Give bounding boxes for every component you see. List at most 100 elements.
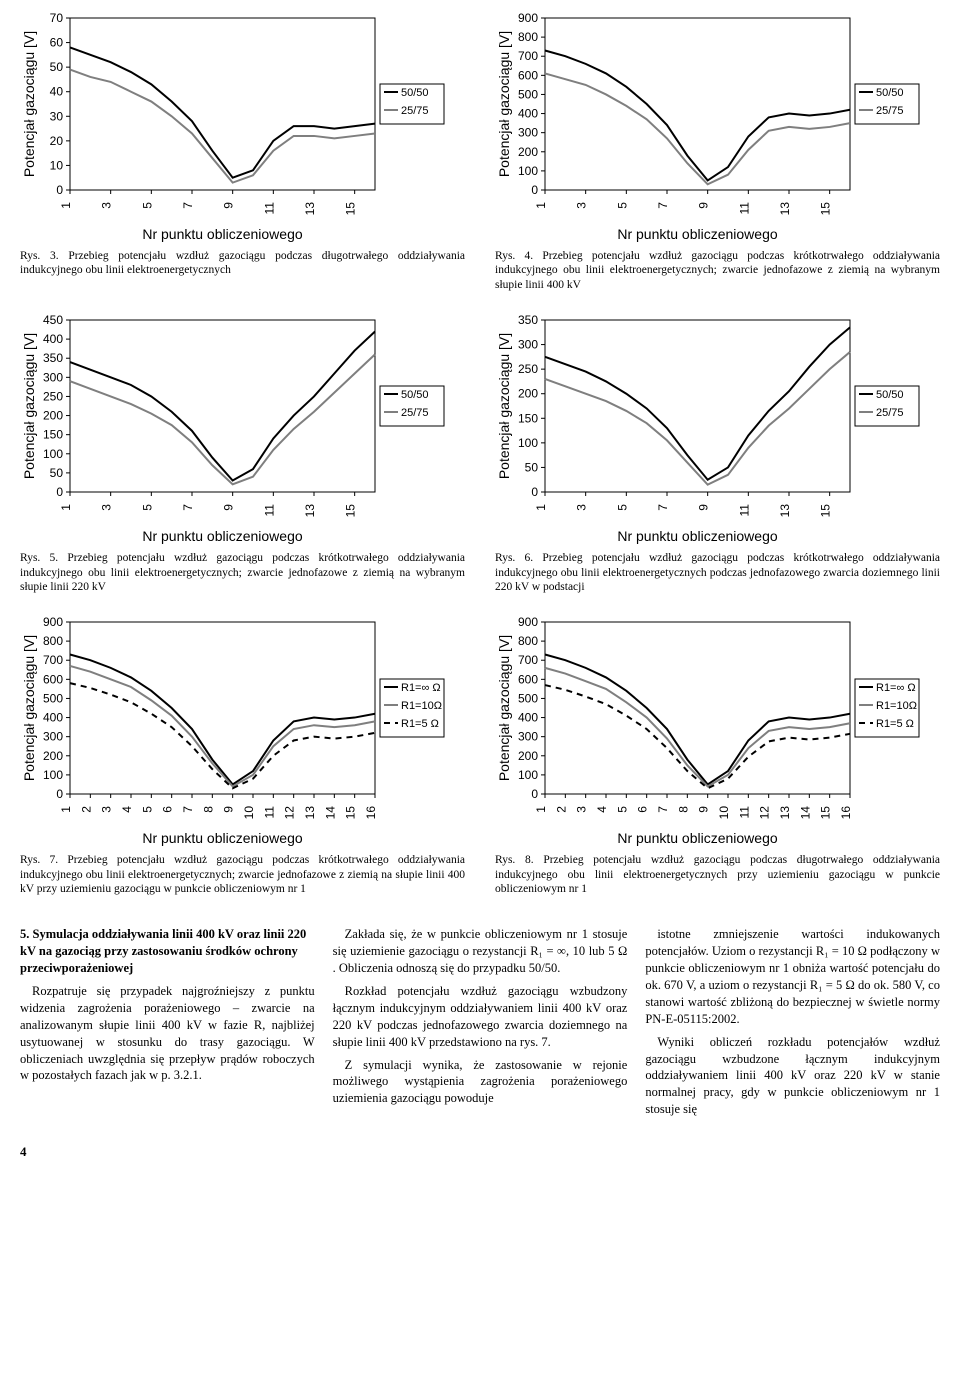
svg-text:14: 14 bbox=[323, 806, 337, 820]
svg-text:6: 6 bbox=[636, 806, 650, 813]
svg-text:11: 11 bbox=[262, 202, 276, 215]
chart-3-caption: Rys. 3. Przebieg potencjału wzdłuż gazoc… bbox=[20, 249, 465, 278]
svg-text:300: 300 bbox=[518, 126, 538, 140]
svg-text:0: 0 bbox=[56, 485, 63, 499]
svg-text:11: 11 bbox=[262, 806, 276, 819]
svg-text:250: 250 bbox=[43, 390, 63, 404]
svg-text:0: 0 bbox=[56, 787, 63, 801]
svg-text:200: 200 bbox=[518, 145, 538, 159]
svg-text:5: 5 bbox=[615, 806, 629, 813]
svg-text:30: 30 bbox=[50, 109, 64, 123]
svg-text:600: 600 bbox=[518, 68, 538, 82]
svg-text:200: 200 bbox=[518, 387, 538, 401]
svg-text:16: 16 bbox=[839, 806, 853, 820]
svg-text:50: 50 bbox=[525, 461, 539, 475]
svg-text:800: 800 bbox=[43, 634, 63, 648]
body-paragraph: Rozpatruje się przypadek najgroźniejszy … bbox=[20, 983, 315, 1084]
svg-text:8: 8 bbox=[201, 806, 215, 813]
svg-text:600: 600 bbox=[43, 673, 63, 687]
svg-text:Potencjał gazociągu [V]: Potencjał gazociągu [V] bbox=[21, 31, 37, 177]
svg-text:600: 600 bbox=[518, 673, 538, 687]
svg-text:11: 11 bbox=[737, 202, 751, 215]
svg-text:0: 0 bbox=[531, 183, 538, 197]
svg-text:13: 13 bbox=[303, 806, 317, 820]
chart-8-block: 0100200300400500600700800900123456789101… bbox=[495, 614, 940, 896]
svg-text:5: 5 bbox=[140, 504, 154, 511]
svg-text:11: 11 bbox=[737, 504, 751, 517]
svg-text:500: 500 bbox=[43, 692, 63, 706]
chart-3: 01020304050607013579111315Nr punktu obli… bbox=[20, 10, 465, 245]
svg-text:100: 100 bbox=[518, 768, 538, 782]
svg-text:9: 9 bbox=[697, 806, 711, 813]
chart-6: 05010015020025030035013579111315Nr punkt… bbox=[495, 312, 940, 547]
svg-text:0: 0 bbox=[56, 183, 63, 197]
svg-text:4: 4 bbox=[120, 806, 134, 813]
svg-text:Nr punktu obliczeniowego: Nr punktu obliczeniowego bbox=[617, 528, 778, 544]
page-number: 4 bbox=[20, 1144, 940, 1160]
svg-text:60: 60 bbox=[50, 36, 64, 50]
svg-text:9: 9 bbox=[222, 202, 236, 209]
svg-text:Potencjał gazociągu [V]: Potencjał gazociągu [V] bbox=[496, 635, 512, 781]
svg-text:25/75: 25/75 bbox=[401, 105, 429, 117]
svg-text:R1=10Ω: R1=10Ω bbox=[401, 700, 442, 712]
svg-text:9: 9 bbox=[697, 504, 711, 511]
chart-8: 0100200300400500600700800900123456789101… bbox=[495, 614, 940, 849]
svg-text:50/50: 50/50 bbox=[876, 389, 904, 401]
svg-text:50/50: 50/50 bbox=[876, 87, 904, 99]
svg-text:400: 400 bbox=[518, 711, 538, 725]
svg-text:300: 300 bbox=[518, 338, 538, 352]
chart-6-block: 05010015020025030035013579111315Nr punkt… bbox=[495, 312, 940, 594]
svg-text:13: 13 bbox=[303, 504, 317, 518]
svg-text:12: 12 bbox=[758, 806, 772, 820]
svg-text:9: 9 bbox=[222, 504, 236, 511]
svg-text:R1=5 Ω: R1=5 Ω bbox=[876, 718, 914, 730]
chart-4-block: 010020030040050060070080090013579111315N… bbox=[495, 10, 940, 292]
body-paragraph: Zakłada się, że w punkcie obliczeniowym … bbox=[333, 926, 628, 977]
svg-text:1: 1 bbox=[534, 202, 548, 209]
chart-7-caption: Rys. 7. Przebieg potencjału wzdłuż gazoc… bbox=[20, 853, 465, 896]
svg-text:40: 40 bbox=[50, 85, 64, 99]
svg-text:13: 13 bbox=[778, 202, 792, 216]
svg-text:5: 5 bbox=[140, 806, 154, 813]
svg-text:6: 6 bbox=[161, 806, 175, 813]
svg-text:15: 15 bbox=[344, 806, 358, 820]
svg-text:150: 150 bbox=[518, 411, 538, 425]
svg-text:15: 15 bbox=[344, 504, 358, 518]
svg-text:20: 20 bbox=[50, 134, 64, 148]
svg-text:100: 100 bbox=[43, 768, 63, 782]
svg-text:5: 5 bbox=[615, 504, 629, 511]
svg-text:2: 2 bbox=[554, 806, 568, 813]
svg-text:Potencjał gazociągu [V]: Potencjał gazociągu [V] bbox=[496, 333, 512, 479]
svg-text:400: 400 bbox=[518, 107, 538, 121]
svg-text:100: 100 bbox=[518, 164, 538, 178]
svg-text:1: 1 bbox=[534, 504, 548, 511]
svg-text:700: 700 bbox=[518, 49, 538, 63]
body-col-3: istotne zmniejszenie wartości indukowany… bbox=[645, 926, 940, 1124]
chart-8-caption: Rys. 8. Przebieg potencjału wzdłuż gazoc… bbox=[495, 853, 940, 896]
body-paragraph: Wyniki obliczeń rozkładu potencjałów wzd… bbox=[645, 1034, 940, 1118]
svg-text:10: 10 bbox=[242, 806, 256, 820]
svg-text:250: 250 bbox=[518, 362, 538, 376]
svg-text:25/75: 25/75 bbox=[401, 407, 429, 419]
svg-text:300: 300 bbox=[43, 370, 63, 384]
svg-text:Potencjał gazociągu [V]: Potencjał gazociągu [V] bbox=[496, 31, 512, 177]
svg-text:300: 300 bbox=[518, 730, 538, 744]
svg-text:R1=∞ Ω: R1=∞ Ω bbox=[401, 682, 441, 694]
chart-3-block: 01020304050607013579111315Nr punktu obli… bbox=[20, 10, 465, 292]
svg-text:R1=5 Ω: R1=5 Ω bbox=[401, 718, 439, 730]
svg-text:500: 500 bbox=[518, 87, 538, 101]
svg-text:0: 0 bbox=[531, 485, 538, 499]
svg-text:15: 15 bbox=[819, 504, 833, 518]
chart-5-caption: Rys. 5. Przebieg potencjału wzdłuż gazoc… bbox=[20, 551, 465, 594]
svg-text:Nr punktu obliczeniowego: Nr punktu obliczeniowego bbox=[142, 528, 303, 544]
svg-text:Nr punktu obliczeniowego: Nr punktu obliczeniowego bbox=[617, 226, 778, 242]
svg-text:14: 14 bbox=[798, 806, 812, 820]
svg-text:50: 50 bbox=[50, 60, 64, 74]
svg-text:25/75: 25/75 bbox=[876, 407, 904, 419]
svg-text:12: 12 bbox=[283, 806, 297, 820]
svg-text:7: 7 bbox=[181, 504, 195, 511]
svg-text:9: 9 bbox=[222, 806, 236, 813]
svg-text:15: 15 bbox=[819, 202, 833, 216]
body-paragraph: Z symulacji wynika, że zastosowanie w re… bbox=[333, 1057, 628, 1108]
svg-text:7: 7 bbox=[656, 202, 670, 209]
